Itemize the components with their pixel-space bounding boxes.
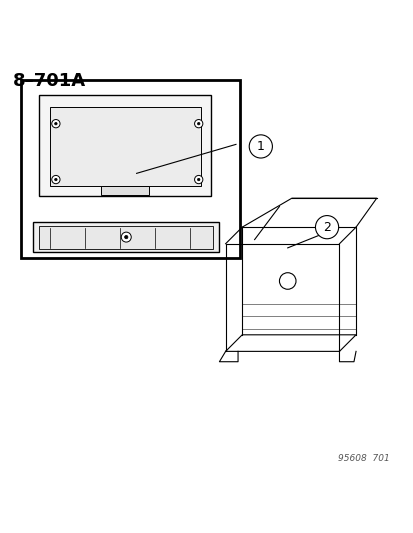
Circle shape: [121, 232, 131, 242]
Circle shape: [279, 273, 295, 289]
Circle shape: [52, 119, 60, 128]
Circle shape: [315, 215, 338, 239]
Bar: [39, 226, 213, 249]
Circle shape: [197, 123, 199, 125]
Bar: [50, 107, 200, 186]
Circle shape: [249, 135, 272, 158]
Circle shape: [55, 123, 57, 125]
Circle shape: [194, 119, 202, 128]
Bar: [21, 80, 240, 258]
Circle shape: [55, 179, 57, 181]
Circle shape: [194, 175, 202, 184]
Text: 1: 1: [256, 140, 264, 153]
Bar: [101, 186, 149, 195]
Text: 8–701A: 8–701A: [12, 72, 85, 90]
Circle shape: [52, 175, 60, 184]
Text: 95608  701: 95608 701: [338, 454, 389, 463]
Circle shape: [197, 179, 199, 181]
Bar: [33, 222, 219, 252]
Bar: [39, 95, 211, 196]
Circle shape: [124, 236, 128, 239]
Text: 2: 2: [322, 221, 330, 233]
